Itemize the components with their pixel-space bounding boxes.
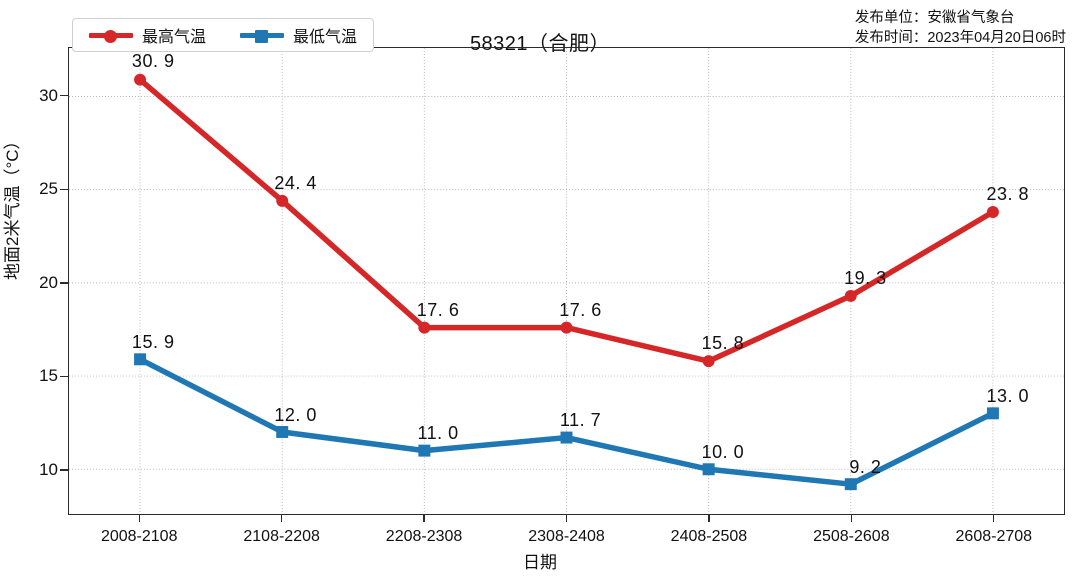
data-point-label: 15. 8 (701, 333, 745, 354)
data-point-label: 10. 0 (701, 442, 745, 463)
y-tick-label: 30 (39, 85, 58, 105)
y-tick-label: 15 (39, 366, 58, 386)
data-point-label: 17. 6 (559, 299, 602, 320)
y-tick-mark (60, 94, 68, 97)
data-point-label: 19. 3 (844, 267, 887, 288)
publish-time: 发布时间：2023年04月20日06时 (854, 30, 1066, 46)
legend-swatch-circle-icon (89, 27, 133, 43)
x-tick-label: 2408-2508 (670, 528, 748, 545)
y-tick-label: 20 (39, 272, 58, 292)
data-point-label: 13. 0 (986, 385, 1030, 406)
x-tick-label: 2008-2108 (100, 528, 178, 545)
y-tick-label: 25 (39, 179, 58, 199)
data-point-label: 11. 7 (559, 410, 602, 431)
data-point-label: 24. 4 (274, 172, 317, 193)
x-tick-label: 2108-2208 (243, 528, 320, 545)
x-tick-label: 2208-2308 (385, 528, 463, 545)
legend-label-max-temp: 最高气温 (142, 29, 207, 46)
y-tick-label: 10 (39, 460, 58, 480)
publisher-unit: 发布单位：安徽省气象台 (854, 10, 1015, 26)
legend-item-max-temp[interactable]: 最高气温 (89, 23, 206, 47)
data-series-layer (134, 73, 999, 491)
x-tick-mark (708, 515, 710, 522)
legend-label-min-temp: 最低气温 (293, 29, 358, 46)
data-point-label: 30. 9 (131, 50, 175, 71)
data-point-label: 12. 0 (274, 404, 317, 425)
legend-item-min-temp[interactable]: 最低气温 (240, 23, 357, 47)
x-tick-label: 2308-2408 (528, 528, 605, 545)
data-point-label: 23. 8 (986, 183, 1030, 204)
x-tick-label: 2608-2708 (955, 528, 1033, 545)
x-tick-mark (138, 515, 140, 522)
y-tick-mark (60, 282, 68, 284)
y-axis-title: 地面2米气温（°C） (3, 132, 22, 280)
chart-title: 58321（合肥） (469, 33, 611, 55)
x-tick-mark (280, 515, 283, 522)
data-point-label: 15. 9 (131, 331, 175, 352)
y-tick-mark (60, 188, 68, 190)
data-point-label: 9. 2 (849, 457, 882, 478)
y-tick-mark (60, 375, 68, 378)
publisher-info: 发布单位：安徽省气象台 发布时间：2023年04月20日06时 (855, 8, 1066, 48)
x-tick-label: 2508-2608 (813, 528, 890, 545)
chart-legend: 最高气温 最低气温 (72, 18, 375, 52)
y-tick-mark (60, 469, 68, 471)
x-tick-mark (423, 515, 425, 522)
legend-swatch-square-icon (240, 27, 285, 43)
data-point-label: 17. 6 (416, 299, 460, 320)
x-tick-mark (850, 515, 853, 522)
x-axis-title: 日期 (523, 553, 557, 572)
plot-area (68, 47, 1065, 515)
x-tick-mark (565, 515, 568, 522)
x-tick-mark (993, 515, 995, 522)
data-point-label: 11. 0 (417, 423, 459, 444)
